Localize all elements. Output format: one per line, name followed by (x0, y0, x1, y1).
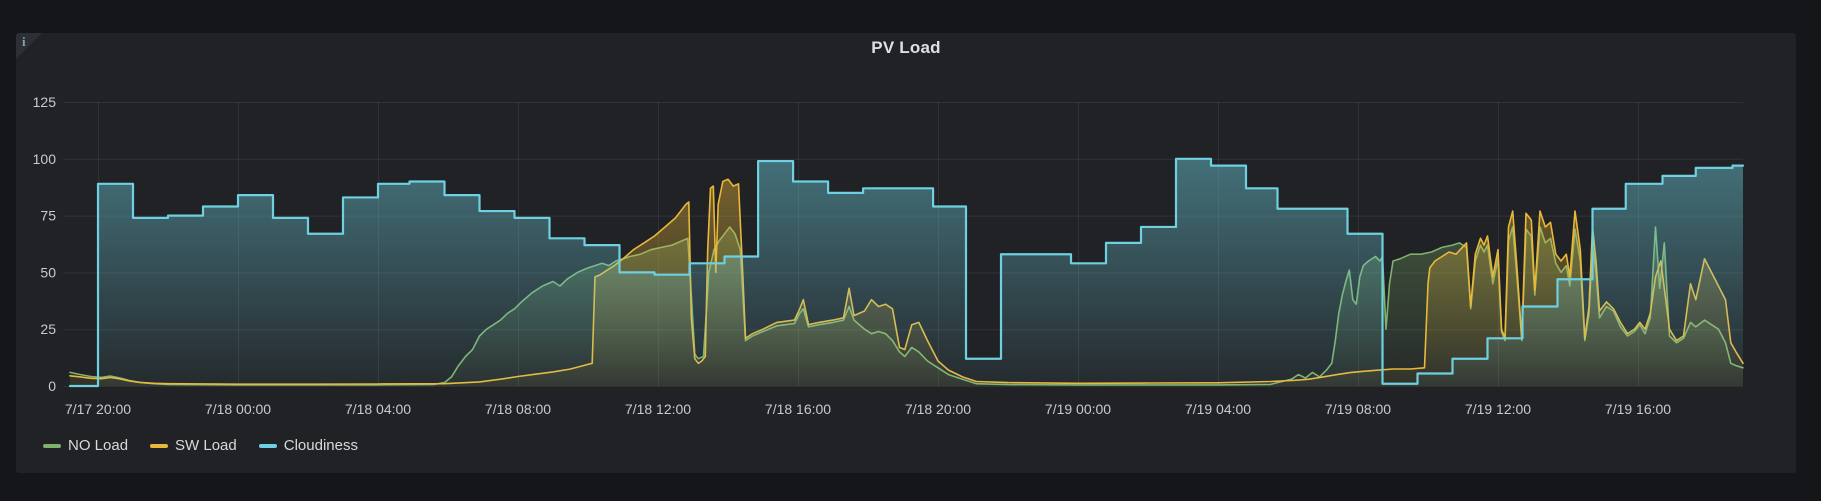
series-cloudiness (68, 157, 1745, 388)
y-tick-label: 25 (40, 321, 56, 337)
x-tick-label: 7/19 04:00 (1185, 401, 1251, 417)
y-tick-label: 50 (40, 264, 56, 280)
x-tick-label: 7/18 00:00 (205, 401, 271, 417)
x-tick-label: 7/19 00:00 (1045, 401, 1111, 417)
legend-item-no-load[interactable]: NO Load (43, 437, 128, 454)
legend-swatch-cloudiness (258, 443, 277, 448)
y-tick-label: 125 (33, 94, 57, 110)
legend-label-cloudiness: Cloudiness (283, 437, 358, 454)
legend-swatch-sw-load (150, 443, 169, 448)
legend-item-cloudiness[interactable]: Cloudiness (258, 437, 358, 454)
panel-pv-load: i PV Load 0 25 50 75 100 125 7/17 20:00 7/18 00… (16, 33, 1796, 473)
x-tick-label: 7/18 12:00 (625, 401, 691, 417)
y-axis-labels: 0 25 50 75 100 125 (33, 94, 57, 394)
x-axis-labels: 7/17 20:00 7/18 00:00 7/18 04:00 7/18 08:00… (65, 401, 1671, 417)
x-tick-label: 7/19 16:00 (1605, 401, 1671, 417)
y-tick-label: 100 (33, 151, 57, 167)
legend-label-sw-load: SW Load (175, 437, 237, 454)
legend: NO Load SW Load Cloudiness (43, 437, 358, 454)
y-tick-label: 75 (40, 208, 56, 224)
legend-swatch-no-load (43, 443, 61, 448)
legend-item-sw-load[interactable]: SW Load (150, 437, 237, 454)
legend-label-no-load: NO Load (68, 437, 129, 454)
x-tick-label: 7/18 04:00 (345, 401, 411, 417)
x-tick-label: 7/19 08:00 (1325, 401, 1391, 417)
x-tick-label: 7/18 20:00 (905, 401, 971, 417)
x-tick-label: 7/18 08:00 (485, 401, 551, 417)
panel-title[interactable]: PV Load (871, 38, 941, 57)
x-tick-label: 7/17 20:00 (65, 401, 131, 417)
info-icon[interactable]: i (22, 34, 26, 49)
panel-info-corner[interactable] (16, 33, 42, 59)
x-tick-label: 7/19 12:00 (1465, 401, 1531, 417)
y-tick-label: 0 (48, 378, 56, 394)
pv-load-chart[interactable]: 0 25 50 75 100 125 7/17 20:00 7/18 00:00 7/18 04… (16, 33, 1796, 473)
x-tick-label: 7/18 16:00 (765, 401, 831, 417)
